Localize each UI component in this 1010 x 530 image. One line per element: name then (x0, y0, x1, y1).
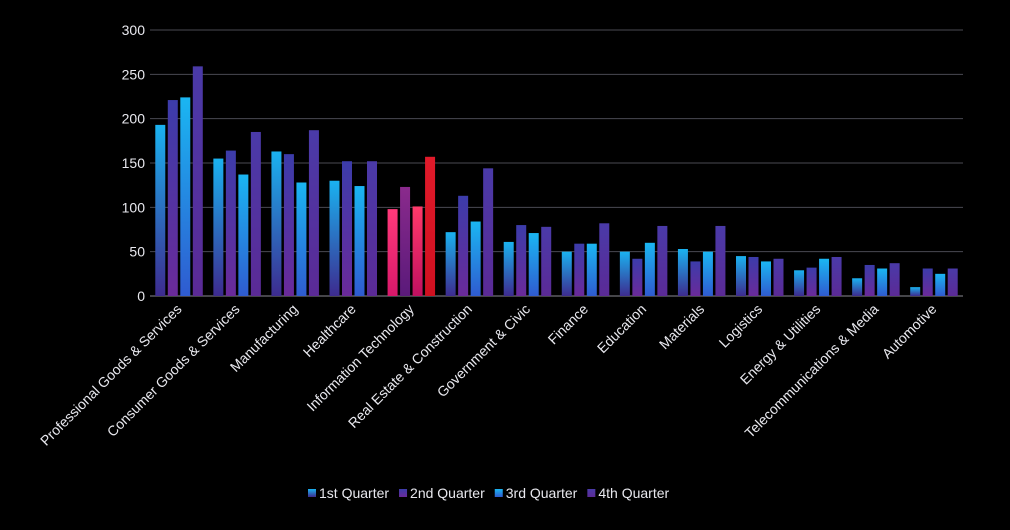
bar-8-1 (632, 258, 643, 296)
bar-3-1 (342, 161, 352, 296)
bar-5-2 (470, 221, 481, 296)
bar-2-0 (271, 151, 282, 296)
bar-1-2 (238, 174, 249, 296)
bar-6-0 (503, 241, 514, 296)
legend-label: 4th Quarter (598, 485, 669, 501)
x-tick-label: Healthcare (300, 301, 359, 360)
bar-7-1 (574, 243, 585, 296)
legend-label: 2nd Quarter (410, 485, 485, 501)
bar-13-1 (922, 268, 933, 296)
bar-9-1 (690, 261, 701, 296)
bar-8-3 (657, 225, 668, 296)
bar-4-3 (425, 156, 436, 296)
bar-0-0 (155, 124, 166, 296)
y-tick-label: 250 (122, 66, 146, 82)
x-tick-label: Education (594, 301, 649, 356)
bar-6-2 (528, 233, 539, 296)
y-axis-ticks: 0 50 100 150 200 250 300 (122, 22, 146, 304)
bar-series (155, 66, 958, 297)
bar-11-1 (806, 267, 817, 296)
x-tick-label: Finance (545, 301, 592, 348)
bar-6-3 (541, 226, 552, 296)
bar-12-0 (852, 278, 863, 296)
bar-12-3 (889, 263, 900, 296)
y-tick-label: 100 (122, 199, 146, 215)
legend-swatch (399, 489, 408, 497)
bar-7-3 (599, 223, 610, 296)
legend-swatch (587, 489, 596, 497)
x-tick-label: Logistics (716, 301, 766, 351)
bar-11-0 (794, 270, 805, 296)
bar-13-2 (935, 273, 946, 296)
bar-0-3 (192, 66, 203, 296)
bar-10-0 (736, 256, 746, 296)
bar-5-3 (483, 168, 494, 296)
bar-13-0 (910, 287, 921, 296)
bar-1-0 (213, 158, 224, 296)
bar-5-0 (445, 232, 456, 296)
bar-11-2 (819, 258, 830, 296)
y-tick-label: 200 (122, 111, 146, 127)
bar-2-1 (283, 154, 294, 296)
bar-2-2 (296, 182, 307, 296)
bar-10-1 (748, 256, 759, 296)
bar-0-2 (180, 97, 191, 297)
bar-10-2 (761, 261, 771, 296)
bar-1-3 (250, 131, 261, 296)
bar-3-2 (354, 186, 365, 296)
legend-swatch (494, 489, 503, 497)
y-tick-label: 0 (137, 288, 145, 304)
x-tick-label: Information Technology (303, 301, 416, 414)
bar-10-3 (773, 258, 784, 296)
bar-2-3 (308, 130, 319, 296)
bar-7-0 (561, 251, 572, 296)
bar-9-2 (702, 251, 713, 296)
legend-swatch (308, 489, 316, 497)
bar-13-3 (947, 268, 958, 296)
legend: 1st Quarter 2nd Quarter 3rd Quarter 4th Qua… (308, 485, 669, 501)
bar-8-2 (644, 242, 655, 296)
bar-11-3 (831, 256, 842, 296)
bar-8-0 (619, 251, 630, 296)
x-tick-label: Materials (656, 301, 707, 352)
legend-label: 1st Quarter (319, 485, 389, 501)
x-tick-label: Automotive (879, 301, 940, 362)
y-tick-label: 50 (129, 244, 145, 260)
bar-9-3 (715, 225, 726, 296)
bar-3-0 (329, 180, 340, 296)
y-tick-label: 300 (122, 22, 146, 38)
y-tick-label: 150 (122, 155, 146, 171)
bar-3-3 (367, 161, 377, 296)
bar-12-1 (864, 264, 875, 296)
bar-6-1 (516, 225, 527, 296)
bar-4-0 (387, 209, 398, 296)
bar-5-1 (458, 195, 469, 296)
bar-7-2 (586, 243, 597, 296)
bar-4-1 (400, 186, 411, 296)
bar-1-1 (225, 150, 236, 296)
legend-label: 3rd Quarter (506, 485, 578, 501)
bar-4-2 (412, 206, 423, 296)
bar-12-2 (877, 268, 888, 296)
bar-9-0 (677, 249, 688, 296)
bar-0-1 (167, 100, 178, 297)
